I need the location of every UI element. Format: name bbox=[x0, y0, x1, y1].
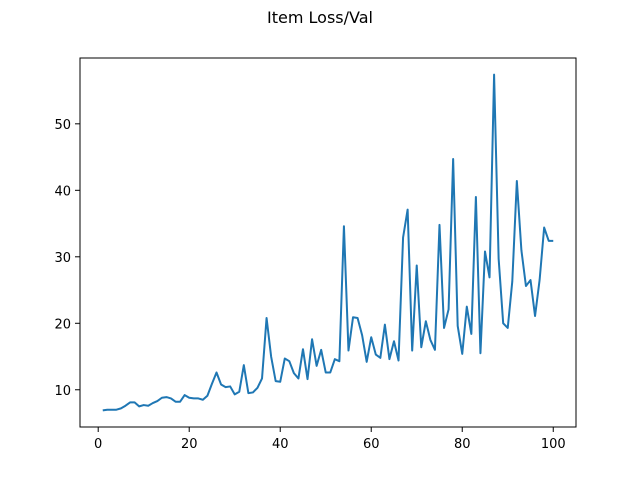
y-tick-label: 20 bbox=[54, 317, 71, 332]
plot-layer bbox=[102, 73, 554, 412]
y-tick-label: 50 bbox=[54, 118, 71, 133]
x-tick-label: 60 bbox=[363, 437, 380, 452]
x-tick-label: 0 bbox=[94, 437, 102, 452]
series-line bbox=[102, 73, 554, 412]
x-tick-label: 100 bbox=[541, 437, 566, 452]
y-tick-label: 10 bbox=[54, 384, 71, 399]
x-axis: 0 20 40 60 80 100 bbox=[94, 427, 566, 452]
plot-frame bbox=[79, 57, 577, 428]
x-tick-label: 20 bbox=[181, 437, 198, 452]
y-axis: 10 20 30 40 50 bbox=[54, 118, 80, 399]
y-tick-label: 30 bbox=[54, 251, 71, 266]
chart-title: Item Loss/Val bbox=[267, 8, 373, 27]
x-tick-label: 80 bbox=[454, 437, 471, 452]
y-tick-label: 40 bbox=[54, 184, 71, 199]
x-tick-label: 40 bbox=[272, 437, 289, 452]
